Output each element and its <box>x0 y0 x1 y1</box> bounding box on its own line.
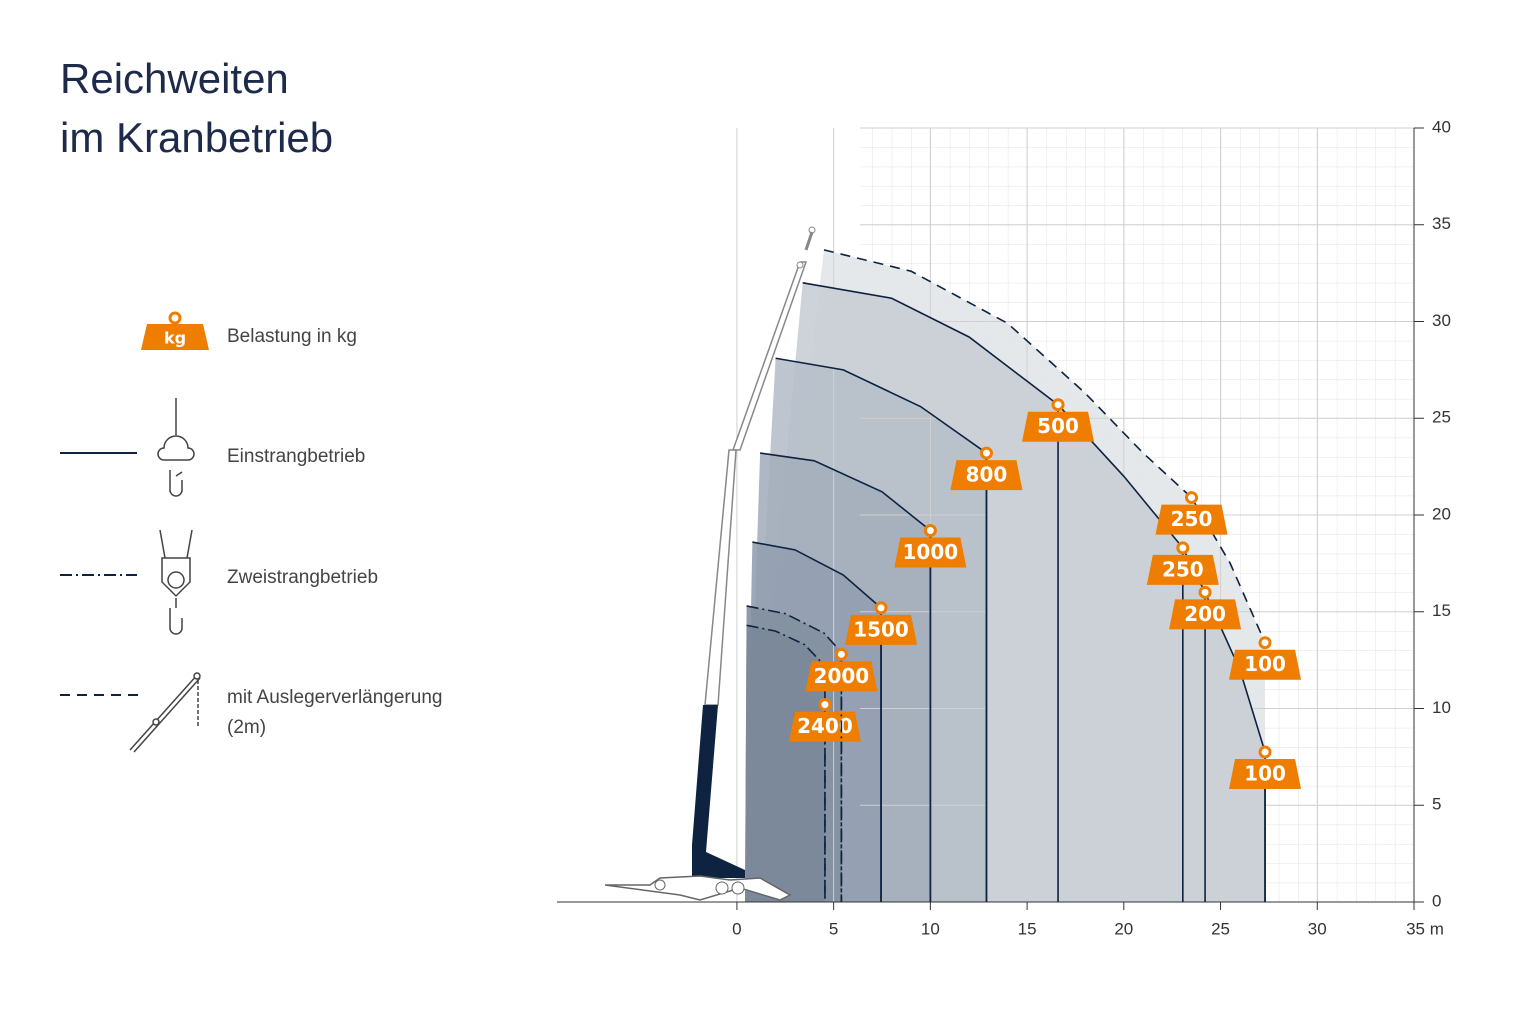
load-box <box>1229 649 1302 680</box>
load-ring <box>1185 491 1199 505</box>
load-label: 2400 <box>788 698 861 742</box>
load-label: 100 <box>1229 636 1302 680</box>
legend-icon <box>157 398 195 497</box>
load-box <box>788 711 861 742</box>
legend-icon <box>159 529 193 635</box>
legend-label: mit Auslegerverlängerung <box>227 687 442 708</box>
load-box <box>845 614 918 645</box>
load-label: 250 <box>1155 491 1228 535</box>
load-ring <box>1176 541 1190 555</box>
load-curve <box>823 249 1266 644</box>
legend: kg Belastung in kg Einstrangbetrieb Zwei… <box>60 311 442 753</box>
load-box <box>894 537 967 568</box>
load-label: 500 <box>1022 398 1095 442</box>
load-ring <box>1051 398 1065 412</box>
y-tick-label: 5 <box>1432 795 1441 814</box>
load-label: 250 <box>1146 541 1219 585</box>
load-ring <box>874 601 888 615</box>
x-tick-label: 0 <box>732 919 741 938</box>
load-box <box>1146 554 1219 585</box>
load-label: 1500 <box>845 601 918 645</box>
load-curve <box>752 541 882 609</box>
load-box <box>1169 599 1242 630</box>
x-tick-label: 15 <box>1018 919 1037 938</box>
plot: 0 5 10 15 20 25 30 35 m 0 5 10 15 20 25 30 35 40 2400 2000… <box>557 117 1451 938</box>
load-box <box>1155 504 1228 535</box>
title: im Kranbetrieb <box>60 114 333 161</box>
legend-icon <box>141 324 209 350</box>
title: Reichweiten <box>60 55 289 102</box>
legend-label: Zweistrangbetrieb <box>227 567 378 588</box>
y-tick-label: 30 <box>1432 311 1451 330</box>
legend-icon <box>168 311 182 325</box>
load-value: 100 <box>1244 652 1286 676</box>
load-label: 800 <box>950 446 1023 491</box>
legend-label: (2m) <box>227 717 266 738</box>
load-box <box>950 460 1023 491</box>
x-tick-label: 25 <box>1211 919 1230 938</box>
y-tick-label: 35 <box>1432 214 1451 233</box>
legend-icon <box>129 672 201 753</box>
y-tick-label: 0 <box>1432 891 1441 910</box>
crane <box>604 226 816 901</box>
load-curve <box>746 605 842 653</box>
load-value: 250 <box>1162 557 1204 581</box>
y-tick-label: 20 <box>1432 504 1451 523</box>
load-value: 1500 <box>853 617 909 641</box>
x-tick-label: 10 <box>921 919 940 938</box>
x-tick-label: 20 <box>1114 919 1133 938</box>
x-tick-label: 5 <box>829 919 838 938</box>
load-ring <box>1258 745 1272 759</box>
load-box <box>1022 411 1095 442</box>
load-curve <box>802 282 1266 753</box>
load-ring <box>923 523 937 537</box>
load-label: 200 <box>1169 585 1242 630</box>
load-label: 1000 <box>894 523 967 568</box>
load-value: 200 <box>1184 602 1226 626</box>
load-value: 2400 <box>797 714 853 738</box>
load-curve <box>760 452 931 532</box>
load-value: 800 <box>966 463 1008 487</box>
load-ring <box>979 446 993 460</box>
y-tick-label: 40 <box>1432 117 1451 136</box>
y-tick-label: 15 <box>1432 601 1451 620</box>
load-value: 1000 <box>903 540 959 564</box>
load-curve <box>746 624 826 667</box>
load-zone <box>745 625 825 902</box>
load-value: 500 <box>1037 414 1079 438</box>
y-tick-label: 25 <box>1432 408 1451 427</box>
x-tick-label: 30 <box>1308 919 1327 938</box>
legend-icon-label: kg <box>164 329 186 348</box>
x-tick-label: 35 m <box>1406 919 1444 938</box>
legend-label: Belastung in kg <box>227 326 357 347</box>
load-value: 100 <box>1244 762 1286 786</box>
load-ring <box>1198 585 1212 599</box>
load-ring <box>1258 636 1272 650</box>
legend-label: Einstrangbetrieb <box>227 446 365 467</box>
load-box <box>805 661 878 692</box>
load-box <box>1229 759 1302 790</box>
load-label: 100 <box>1229 745 1302 790</box>
load-curve <box>775 357 987 454</box>
load-value: 2000 <box>814 664 870 688</box>
load-ring <box>818 698 832 712</box>
load-value: 250 <box>1171 507 1213 531</box>
load-ring <box>834 647 848 661</box>
y-tick-label: 10 <box>1432 698 1451 717</box>
load-label: 2000 <box>805 647 878 692</box>
